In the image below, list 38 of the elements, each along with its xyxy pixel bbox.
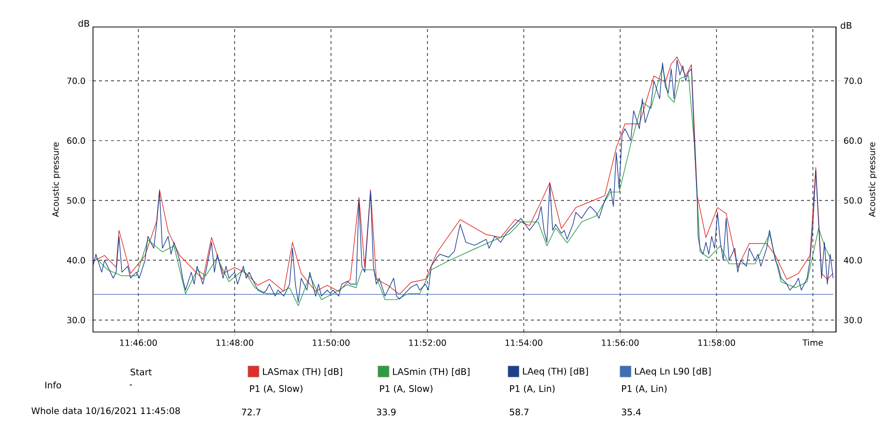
y2-tick-label: 70.0 <box>844 78 862 84</box>
text: P1 (A, Lin) <box>622 384 667 394</box>
text: 35.4 <box>622 408 641 416</box>
legend-label: LASmax (TH) [dB] <box>263 368 342 376</box>
y-tick-label: 50.0 <box>67 197 85 204</box>
x-tick-label: 11:52:00 <box>409 339 446 346</box>
y-axis-title: Acoustic pressure <box>52 142 60 218</box>
text: 58.7 <box>510 408 528 416</box>
y2-tick-label: 50.0 <box>844 197 862 204</box>
text: P1 (A, Slow) <box>380 384 432 394</box>
y2-axis-title: Acoustic pressure <box>868 142 877 218</box>
text: Start <box>130 368 152 376</box>
y2-tick-label: 60.0 <box>844 137 862 144</box>
text: 72.7 <box>242 408 260 416</box>
y2-tick-label: 40.0 <box>844 257 862 264</box>
x-tick-label: 11:54:00 <box>506 339 542 346</box>
y-tick-label: 40.0 <box>67 257 85 264</box>
x-tick-label: 11:46:00 <box>120 339 157 346</box>
text: 33.9 <box>376 408 396 416</box>
text: - <box>130 384 132 386</box>
y-tick-label: 70.0 <box>67 78 85 84</box>
text: P1 (A, Slow) <box>250 384 302 394</box>
x-tick-label: 11:56:00 <box>602 339 639 346</box>
y-tick-label: 30.0 <box>67 316 85 324</box>
legend-label: LASmin (TH) [dB] <box>393 368 470 376</box>
text: P1 (A, Lin) <box>510 384 555 394</box>
x-axis-title: Time <box>802 339 823 346</box>
text: Whole data 10/16/2021 11:45:08 <box>32 407 180 415</box>
x-tick-label: 11:48:00 <box>216 339 254 346</box>
y-tick-label: 60.0 <box>67 137 85 144</box>
legend-label: LAeq (TH) [dB] <box>523 368 588 376</box>
x-tick-label: 11:50:00 <box>312 339 350 346</box>
text: Info <box>45 382 62 388</box>
y2-tick-label: 30.0 <box>844 316 862 324</box>
text: dB <box>840 22 852 29</box>
x-tick-label: 11:58:00 <box>698 339 736 346</box>
legend-label: LAeq Ln L90 [dB] <box>635 368 711 376</box>
text: dB <box>78 20 90 27</box>
